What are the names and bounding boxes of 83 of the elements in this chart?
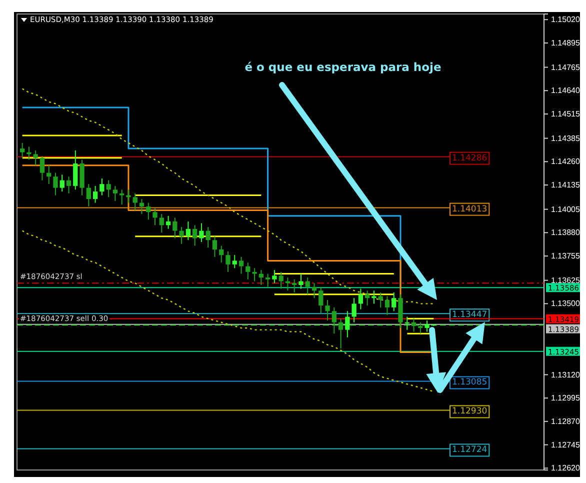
candlestick	[40, 156, 45, 181]
annotation: é o que eu esperava para hoje	[244, 60, 442, 74]
y-tick-label: 1.14640	[551, 86, 580, 96]
candlestick	[33, 150, 38, 166]
candlestick	[325, 299, 330, 321]
y-tick-label: 1.13880	[551, 228, 580, 238]
y-tick-label: 1.14765	[551, 62, 580, 72]
candlestick	[100, 178, 104, 196]
y-tick-label: 1.14260	[551, 157, 580, 166]
ref-line-label: 1.14013	[452, 204, 488, 214]
candlestick	[120, 189, 124, 206]
candlestick	[73, 150, 78, 190]
candlestick	[46, 164, 52, 185]
candlestick	[298, 273, 304, 290]
candlestick	[172, 217, 178, 239]
candlestick	[53, 172, 58, 196]
ref-line-label: 1.12724	[452, 445, 488, 456]
candlestick	[404, 316, 410, 330]
y-tick-label: 1.13500	[551, 299, 580, 308]
candlestick	[338, 318, 344, 350]
candlestick	[192, 224, 198, 246]
candlestick	[199, 222, 204, 242]
candlestick	[226, 250, 230, 272]
y-tick-label: 1.13755	[551, 252, 580, 261]
y-tick-label: 1.12995	[551, 394, 580, 403]
y-tick-label: 1.14385	[551, 134, 580, 143]
y-tick-label: 1.13625	[551, 276, 580, 285]
ref-line-label: 1.13085	[452, 378, 488, 388]
candlestick	[411, 318, 416, 332]
candlestick	[258, 270, 264, 286]
candlestick	[365, 290, 370, 306]
ref-line-label: 1.14286	[452, 153, 488, 164]
candlestick	[318, 286, 324, 314]
candlestick	[186, 220, 191, 241]
candlestick	[238, 256, 244, 274]
candlestick	[132, 192, 138, 211]
candlestick	[66, 176, 72, 194]
candlestick	[60, 174, 64, 192]
candlestick	[265, 273, 270, 288]
candlestick	[219, 245, 224, 264]
candlestick	[246, 262, 250, 280]
y-tick-label: 1.13120	[551, 370, 580, 380]
candlestick	[352, 298, 356, 323]
ref-line-label: 1.12930	[452, 406, 488, 417]
y-tick-label: 1.14005	[551, 204, 580, 214]
y-tick-label: 1.14135	[551, 180, 580, 190]
candlestick	[392, 292, 396, 312]
candlestick	[272, 270, 277, 284]
candlestick	[92, 185, 98, 204]
candlestick	[206, 226, 210, 248]
candlestick	[312, 282, 317, 299]
candlestick	[139, 198, 144, 214]
candlestick	[285, 277, 290, 292]
candlestick	[372, 290, 376, 304]
y-tick-label: 1.15020	[551, 15, 580, 24]
candlestick	[86, 184, 91, 207]
candlestick	[292, 278, 297, 293]
candlestick	[358, 288, 364, 310]
candlestick	[278, 271, 284, 290]
candlestick	[305, 277, 310, 295]
candlestick	[252, 268, 257, 282]
ref-line-label: 1.13447	[452, 310, 488, 320]
candlestick	[159, 213, 164, 234]
candlestick	[20, 142, 25, 158]
candlestick	[146, 202, 151, 220]
candlestick	[212, 236, 218, 258]
candlestick	[179, 226, 184, 244]
candlestick	[424, 320, 430, 332]
candlestick	[152, 208, 158, 226]
y-tick-label: 1.14515	[551, 110, 580, 119]
candlestick	[418, 322, 423, 334]
candlestick	[106, 180, 111, 198]
y-tick-label: 1.12620	[551, 464, 580, 473]
candlestick	[166, 215, 171, 230]
candlestick	[345, 310, 350, 338]
candlestick	[332, 306, 336, 334]
y-tick-label: 1.12745	[551, 440, 580, 450]
candlestick	[232, 254, 237, 269]
y-tick-label: 1.14895	[551, 38, 580, 48]
candlestick	[112, 185, 118, 202]
y-tick-label: 1.12870	[551, 416, 580, 426]
candlestick	[378, 292, 383, 308]
candlestick	[384, 296, 390, 316]
